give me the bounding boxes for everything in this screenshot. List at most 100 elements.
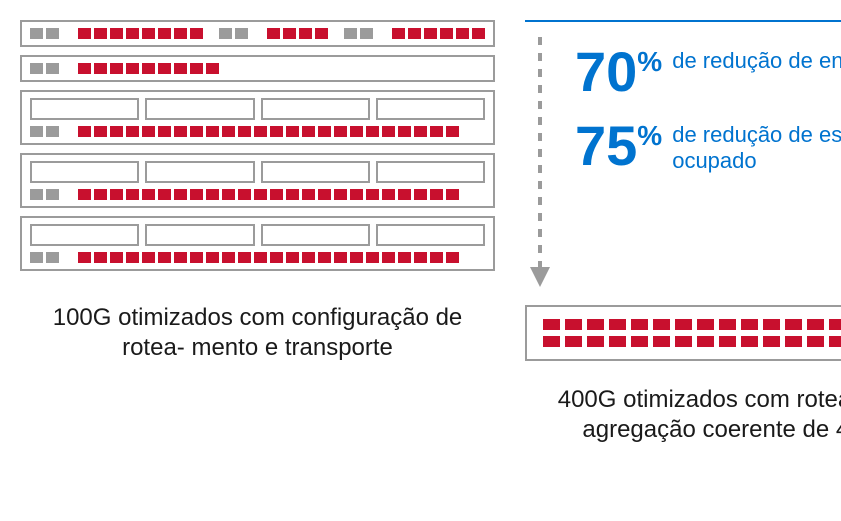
- port: [238, 189, 251, 200]
- port: [110, 28, 123, 39]
- port: [609, 336, 626, 347]
- port: [807, 336, 824, 347]
- port: [254, 126, 267, 137]
- port: [190, 252, 203, 263]
- port: [350, 252, 363, 263]
- port: [318, 126, 331, 137]
- port: [110, 63, 123, 74]
- port: [222, 252, 235, 263]
- port: [398, 126, 411, 137]
- port: [46, 126, 59, 137]
- stat-value: 70: [575, 44, 637, 100]
- port: [398, 189, 411, 200]
- port: [697, 319, 714, 330]
- right-column: 70%de redução de energia75%de redução de…: [525, 20, 841, 445]
- port: [142, 189, 155, 200]
- chassis-2: [20, 90, 495, 145]
- port: [829, 319, 841, 330]
- port: [158, 189, 171, 200]
- port: [587, 319, 604, 330]
- port: [126, 28, 139, 39]
- port: [653, 319, 670, 330]
- slot: [261, 224, 370, 246]
- chassis-3: [20, 153, 495, 208]
- port: [46, 252, 59, 263]
- port: [78, 63, 91, 74]
- port: [763, 319, 780, 330]
- port: [697, 336, 714, 347]
- port: [360, 28, 373, 39]
- port: [62, 63, 75, 74]
- port: [315, 28, 328, 39]
- stat-label: de redução de espaço ocupado: [672, 118, 841, 175]
- port-row: [30, 63, 485, 74]
- port: [366, 126, 379, 137]
- stat-percent: %: [637, 122, 662, 150]
- port: [30, 252, 43, 263]
- port: [110, 189, 123, 200]
- port: [414, 252, 427, 263]
- port: [206, 63, 219, 74]
- port: [318, 252, 331, 263]
- left-column: 100G otimizados com configuração de rote…: [20, 20, 495, 445]
- port: [94, 63, 107, 74]
- stat-value: 75: [575, 118, 637, 174]
- port: [344, 28, 357, 39]
- slot: [376, 98, 485, 120]
- port: [62, 252, 75, 263]
- slot: [261, 98, 370, 120]
- port: [46, 189, 59, 200]
- port: [94, 189, 107, 200]
- slot: [30, 161, 139, 183]
- port: [299, 28, 312, 39]
- port: [446, 252, 459, 263]
- port: [94, 252, 107, 263]
- port: [334, 126, 347, 137]
- port: [126, 189, 139, 200]
- port: [565, 319, 582, 330]
- port: [382, 126, 395, 137]
- slot: [145, 161, 254, 183]
- port-row: [30, 126, 485, 137]
- port: [110, 252, 123, 263]
- port: [46, 63, 59, 74]
- port: [430, 189, 443, 200]
- slot: [376, 161, 485, 183]
- port: [174, 63, 187, 74]
- port: [376, 28, 389, 39]
- port: [78, 28, 91, 39]
- port: [270, 189, 283, 200]
- port: [158, 63, 171, 74]
- port: [142, 28, 155, 39]
- port: [430, 126, 443, 137]
- port: [158, 28, 171, 39]
- port: [424, 28, 437, 39]
- port: [206, 189, 219, 200]
- slot: [30, 98, 139, 120]
- port: [631, 319, 648, 330]
- port: [414, 189, 427, 200]
- port: [126, 63, 139, 74]
- port: [366, 252, 379, 263]
- port: [350, 189, 363, 200]
- port: [543, 319, 560, 330]
- slot-row: [30, 161, 485, 183]
- port: [565, 336, 582, 347]
- port: [675, 336, 692, 347]
- port: [398, 252, 411, 263]
- port: [94, 126, 107, 137]
- slot-row: [30, 98, 485, 120]
- port: [126, 252, 139, 263]
- stats-column: 70%de redução de energia75%de redução de…: [575, 32, 841, 287]
- port: [456, 28, 469, 39]
- port: [543, 336, 560, 347]
- stat-number: 75%: [575, 118, 662, 174]
- port: [62, 126, 75, 137]
- port: [30, 63, 43, 74]
- port: [587, 336, 604, 347]
- infographic-container: 100G otimizados com configuração de rote…: [20, 20, 821, 445]
- port: [414, 126, 427, 137]
- port: [78, 252, 91, 263]
- port-row: [30, 28, 485, 39]
- arrow-column: [525, 32, 555, 287]
